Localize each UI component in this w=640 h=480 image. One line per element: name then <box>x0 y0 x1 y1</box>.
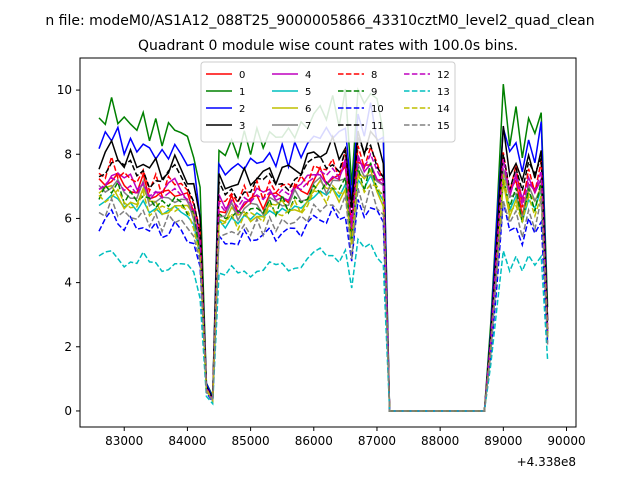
x-tick-label-83000: 83000 <box>105 434 143 448</box>
y-tick-label-2: 2 <box>64 340 72 354</box>
x-tick-label-90000: 90000 <box>547 434 585 448</box>
legend-label-6: 6 <box>305 104 311 115</box>
series-line-14 <box>98 173 549 412</box>
legend-box <box>200 61 456 143</box>
legend-label-11: 11 <box>371 121 384 132</box>
legend-label-15: 15 <box>437 121 450 132</box>
x-tick-label-85000: 85000 <box>232 434 270 448</box>
series-layer <box>98 84 549 412</box>
legend-label-8: 8 <box>371 70 377 81</box>
legend-label-13: 13 <box>437 87 450 98</box>
x-tick-label-84000: 84000 <box>168 434 206 448</box>
axes-layer: 83000 84000 85000 86000 87000 88000 89000 90000… <box>57 83 586 448</box>
series-line-10 <box>98 199 549 412</box>
series-line-15 <box>98 182 549 412</box>
legend-label-4: 4 <box>305 70 311 81</box>
legend-label-14: 14 <box>437 104 450 115</box>
x-tick-label-88000: 88000 <box>421 434 459 448</box>
legend-label-2: 2 <box>239 104 245 115</box>
legend-label-7: 7 <box>305 121 311 132</box>
chart-suptitle: n file: modeM0/AS1A12_088T25_9000005866_… <box>45 13 594 29</box>
x-offset-label: +4.338e8 <box>517 455 576 469</box>
plot-frame <box>79 57 577 428</box>
y-tick-label-0: 0 <box>64 404 72 418</box>
y-tick-label-10: 10 <box>57 83 72 97</box>
x-tick-label-86000: 86000 <box>295 434 333 448</box>
legend-label-0: 0 <box>239 70 245 81</box>
y-tick-label-4: 4 <box>64 276 72 290</box>
legend-label-5: 5 <box>305 87 311 98</box>
x-tick-label-87000: 87000 <box>358 434 396 448</box>
x-tick-label-89000: 89000 <box>484 434 522 448</box>
legend-label-3: 3 <box>239 121 245 132</box>
legend-label-1: 1 <box>239 87 245 98</box>
chart-title: Quadrant 0 module wise count rates with … <box>138 38 518 54</box>
legend-label-10: 10 <box>371 104 384 115</box>
legend-label-12: 12 <box>437 70 450 81</box>
y-tick-label-6: 6 <box>64 211 72 225</box>
y-tick-label-8: 8 <box>64 147 72 161</box>
legend-label-9: 9 <box>371 87 377 98</box>
